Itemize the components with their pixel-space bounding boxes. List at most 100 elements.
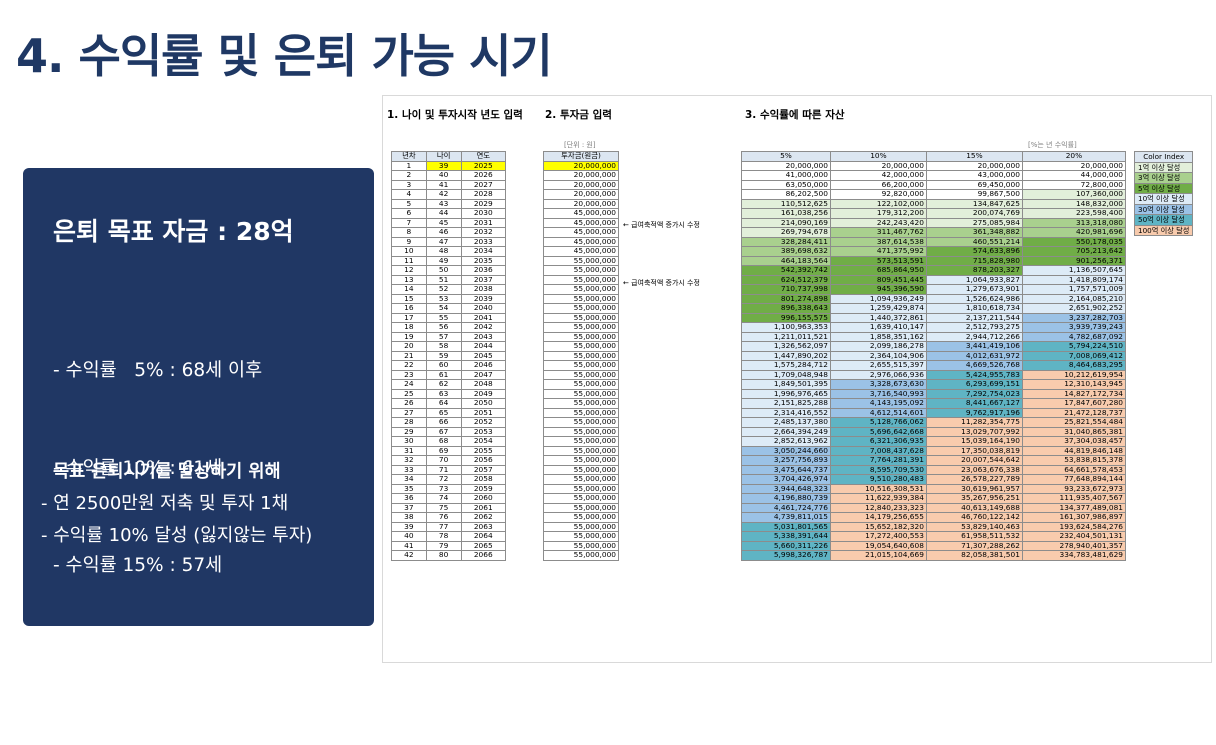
table-cell[interactable]: 2052 [460,417,506,428]
table-cell[interactable]: 2030 [460,208,506,219]
table-cell[interactable]: 4,739,811,015 [741,512,831,523]
table-cell[interactable]: 2,512,793,275 [925,322,1023,333]
table-cell[interactable]: 311,467,762 [829,227,927,238]
table-cell[interactable]: 44,000,000 [1021,170,1127,181]
table-cell[interactable]: 18 [391,322,427,333]
table-cell[interactable]: 4 [391,189,427,200]
table-cell[interactable]: 77,648,894,144 [1021,474,1127,485]
table-cell[interactable]: 42 [425,189,462,200]
table-cell[interactable]: 471,375,992 [829,246,927,257]
table-cell[interactable]: 2032 [460,227,506,238]
table-cell[interactable]: 161,307,986,897 [1021,512,1127,523]
table-cell[interactable]: 1,757,571,009 [1021,284,1127,295]
table-cell[interactable]: 55,000,000 [543,303,619,314]
table-cell[interactable]: 43,000,000 [925,170,1023,181]
table-cell[interactable]: 2 [391,170,427,181]
table-cell[interactable]: 55,000,000 [543,512,619,523]
table-cell[interactable]: 55,000,000 [543,341,619,352]
table-cell[interactable]: 1,639,410,147 [829,322,927,333]
table-cell[interactable]: 2054 [460,436,506,447]
table-cell[interactable]: 2026 [460,170,506,181]
table-cell[interactable]: 17,847,607,280 [1021,398,1127,409]
table-cell[interactable]: 200,074,769 [925,208,1023,219]
table-cell[interactable]: 111,935,407,567 [1021,493,1127,504]
table-cell[interactable]: 685,864,950 [829,265,927,276]
table-cell[interactable]: 8,464,683,295 [1021,360,1127,371]
table-cell[interactable]: 4,143,195,092 [829,398,927,409]
table-cell[interactable]: 2040 [460,303,506,314]
table-cell[interactable]: 2,651,902,252 [1021,303,1127,314]
table-cell[interactable]: 32 [391,455,427,466]
table-cell[interactable]: 38 [391,512,427,523]
table-cell[interactable]: 36 [391,493,427,504]
table-cell[interactable]: 45,000,000 [543,227,619,238]
table-cell[interactable]: 2060 [460,493,506,504]
table-cell[interactable]: 1,810,618,734 [925,303,1023,314]
table-cell[interactable]: 161,038,256 [741,208,831,219]
table-cell[interactable]: 2042 [460,322,506,333]
table-cell[interactable]: 3,328,673,630 [829,379,927,390]
table-cell[interactable]: 16 [391,303,427,314]
table-cell[interactable]: 55,000,000 [543,284,619,295]
table-cell[interactable]: 232,404,501,131 [1021,531,1127,542]
table-cell[interactable]: 53,838,815,378 [1021,455,1127,466]
table-cell[interactable]: 4,196,880,739 [741,493,831,504]
table-cell[interactable]: 70 [425,455,462,466]
table-cell[interactable]: 44 [425,208,462,219]
table-cell[interactable]: 5,794,224,510 [1021,341,1127,352]
table-cell[interactable]: 46,760,122,142 [925,512,1023,523]
table-cell[interactable]: 5,338,391,644 [741,531,831,542]
table-cell[interactable]: 50 [425,265,462,276]
table-cell[interactable]: 2066 [460,550,506,561]
table-cell[interactable]: 10 [391,246,427,257]
table-cell[interactable]: 2050 [460,398,506,409]
table-cell[interactable]: 2036 [460,265,506,276]
table-cell[interactable]: 1,575,284,712 [741,360,831,371]
table-cell[interactable]: 574,633,896 [925,246,1023,257]
table-cell[interactable]: 28 [391,417,427,428]
table-cell[interactable]: 3,939,739,243 [1021,322,1127,333]
table-cell[interactable]: 1,279,673,901 [925,284,1023,295]
table-cell[interactable]: 11,622,939,384 [829,493,927,504]
table-cell[interactable]: 1,849,501,395 [741,379,831,390]
table-cell[interactable]: 1,136,507,645 [1021,265,1127,276]
table-cell[interactable]: 6,293,699,151 [925,379,1023,390]
table-cell[interactable]: 45,000,000 [543,246,619,257]
table-cell[interactable]: 20,000,000 [543,189,619,200]
table-cell[interactable]: 86,202,500 [741,189,831,200]
table-cell[interactable]: 26 [391,398,427,409]
table-cell[interactable]: 420,981,696 [1021,227,1127,238]
table-cell[interactable]: 9,510,280,483 [829,474,927,485]
table-cell[interactable]: 3,441,419,106 [925,341,1023,352]
table-cell[interactable]: 46 [425,227,462,238]
table-cell[interactable]: 45,000,000 [543,208,619,219]
table-cell[interactable]: 20 [391,341,427,352]
table-cell[interactable]: 389,698,632 [741,246,831,257]
table-cell[interactable]: 55,000,000 [543,417,619,428]
table-cell[interactable]: 334,783,481,629 [1021,550,1127,561]
table-cell[interactable]: 4,669,526,768 [925,360,1023,371]
table-cell[interactable]: 6,321,306,935 [829,436,927,447]
table-cell[interactable]: 55,000,000 [543,398,619,409]
table-cell[interactable]: 2044 [460,341,506,352]
table-cell[interactable]: 2062 [460,512,506,523]
table-cell[interactable]: 945,396,590 [829,284,927,295]
table-cell[interactable]: 22 [391,360,427,371]
table-cell[interactable]: 80 [425,550,462,561]
table-cell[interactable]: 2,852,613,962 [741,436,831,447]
table-cell[interactable]: 107,360,000 [1021,189,1127,200]
table-cell[interactable]: 54 [425,303,462,314]
table-cell[interactable]: 30 [391,436,427,447]
table-cell[interactable]: 74 [425,493,462,504]
table-cell[interactable]: 2064 [460,531,506,542]
table-cell[interactable]: 62 [425,379,462,390]
table-cell[interactable]: 542,392,742 [741,265,831,276]
table-cell[interactable]: 35,267,956,251 [925,493,1023,504]
table-cell[interactable]: 2,485,137,380 [741,417,831,428]
table-cell[interactable]: 705,213,642 [1021,246,1127,257]
table-cell[interactable]: 55,000,000 [543,265,619,276]
table-cell[interactable]: 2058 [460,474,506,485]
table-cell[interactable]: 2034 [460,246,506,257]
table-cell[interactable]: 361,348,882 [925,227,1023,238]
table-cell[interactable]: 41,000,000 [741,170,831,181]
